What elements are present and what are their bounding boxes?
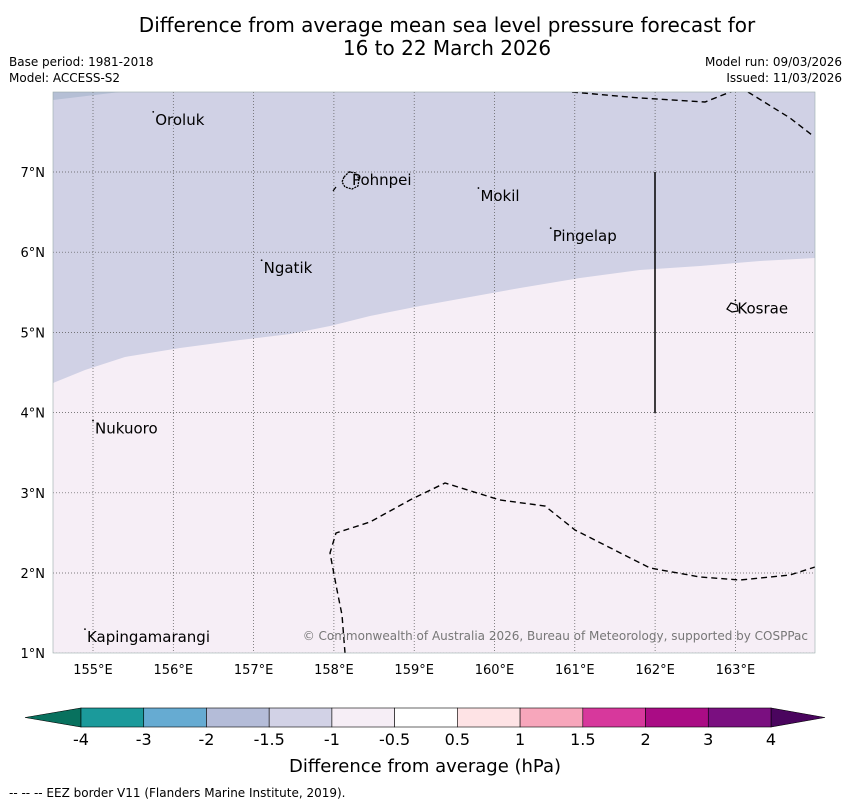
corner-anomaly-patch [53, 92, 120, 100]
lon-tick-label: 159°E [394, 663, 434, 678]
colorbar-tick-label: -1 [324, 730, 340, 749]
lon-tick-label: 158°E [314, 663, 354, 678]
colorbar-segment [331, 707, 395, 728]
colorbar-segment [206, 707, 270, 728]
title-line-2: 16 to 22 March 2026 [342, 36, 552, 60]
model-name: Model: ACCESS-S2 [9, 71, 121, 85]
colorbar-segment [394, 707, 458, 728]
place-marker [477, 187, 480, 189]
colorbar-tick-label: 2 [640, 730, 650, 749]
lat-tick-label: 6°N [21, 246, 46, 261]
place-marker [734, 299, 737, 302]
colorbar-title: Difference from average (hPa) [289, 756, 561, 777]
meta-left: Base period: 1981-2018 Model: ACCESS-S2 [9, 54, 154, 86]
colorbar-segment [582, 707, 646, 728]
colorbar: -4 -3 -2 -1.5 -1 -0.5 0.5 1 1.5 2 3 4 [24, 707, 826, 749]
lat-tick-label: 4°N [21, 407, 46, 422]
place-marker [549, 227, 552, 230]
copyright-notice: © Commonwealth of Australia 2026, Bureau… [303, 629, 808, 643]
colorbar-segment [645, 707, 709, 728]
colorbar-tick-label: -4 [73, 730, 89, 749]
kosrae-island-outline [726, 302, 739, 313]
issued-date: Issued: 11/03/2026 [726, 71, 842, 85]
colorbar-tick-label: -1.5 [254, 730, 285, 749]
colorbar-segment [707, 707, 772, 728]
lon-tick-label: 155°E [73, 663, 113, 678]
eez-border-north [571, 92, 813, 136]
colorbar-segment [80, 707, 145, 728]
place-labels: Oroluk Pohnpei Mokil Pingelap Ngatik Kosrae Nu… [84, 111, 788, 646]
place-label: Mokil [480, 187, 519, 205]
lon-tick-label: 157°E [234, 663, 274, 678]
place-label: Kapingamarangi [87, 628, 210, 646]
place-label: Pohnpei [352, 171, 412, 189]
place-marker [260, 259, 263, 262]
negative-anomaly-region [53, 92, 815, 383]
colorbar-tick-label: 1.5 [570, 730, 595, 749]
colorbar-under-extend [24, 707, 82, 728]
longitude-axis: 155°E 156°E 157°E 158°E 159°E 160°E 161°E 162°E… [73, 663, 755, 678]
place-marker [92, 419, 94, 422]
colorbar-segment [143, 707, 207, 728]
lat-tick-label: 3°N [21, 487, 46, 502]
lon-tick-label: 162°E [635, 663, 675, 678]
colorbar-over-extend [770, 707, 826, 728]
colorbar-tick-label: -2 [198, 730, 214, 749]
colorbar-segment [268, 707, 333, 728]
map-frame [52, 91, 816, 654]
place-label: Oroluk [155, 111, 204, 129]
place-label: Nukuoro [95, 420, 158, 438]
lon-tick-label: 156°E [154, 663, 194, 678]
lon-tick-label: 163°E [716, 663, 756, 678]
place-label: Pingelap [553, 227, 617, 245]
lat-tick-label: 7°N [21, 166, 46, 181]
colorbar-tick-label: -0.5 [379, 730, 410, 749]
eez-border-south [329, 482, 815, 653]
colorbar-tick-label: 1 [515, 730, 525, 749]
eez-border-fragment [332, 186, 337, 192]
colorbar-tick-label: 4 [766, 730, 776, 749]
base-period: Base period: 1981-2018 [9, 55, 154, 69]
latitude-axis: 7°N 6°N 5°N 4°N 3°N 2°N 1°N [21, 166, 46, 662]
colorbar-segment [519, 707, 584, 728]
place-label: Kosrae [737, 299, 788, 317]
chart-title: Difference from average mean sea level p… [0, 14, 850, 60]
lat-tick-label: 5°N [21, 326, 46, 341]
eez-legend-footer: -- -- -- EEZ border V11 (Flanders Marine… [9, 786, 346, 800]
title-line-1: Difference from average mean sea level p… [138, 13, 756, 37]
colorbar-tick-label: -3 [136, 730, 152, 749]
lon-tick-label: 160°E [475, 663, 515, 678]
place-marker [84, 628, 86, 631]
lat-tick-label: 1°N [21, 647, 46, 662]
place-marker [349, 171, 351, 173]
colorbar-tick-label: 0.5 [445, 730, 470, 749]
place-label: Ngatik [264, 259, 313, 277]
colorbar-tick-label: 3 [703, 730, 713, 749]
place-marker [152, 110, 155, 113]
lat-tick-label: 2°N [21, 567, 46, 582]
colorbar-segment [457, 707, 521, 728]
lon-tick-label: 161°E [555, 663, 595, 678]
map-plot-area: Oroluk Pohnpei Mokil Pingelap Ngatik Kosrae Nu… [53, 92, 815, 653]
pohnpei-island-outline [341, 171, 360, 190]
model-run: Model run: 09/03/2026 [704, 55, 842, 69]
meta-right: Model run: 09/03/2026 Issued: 11/03/2026 [705, 54, 842, 86]
